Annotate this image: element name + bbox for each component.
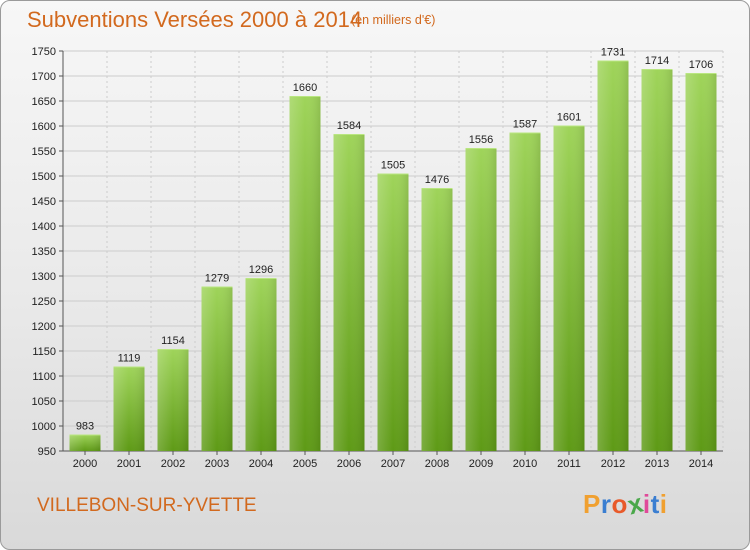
y-tick-label: 1050 xyxy=(32,396,56,408)
y-tick-label: 1100 xyxy=(32,371,56,383)
commune-name: VILLEBON-SUR-YVETTE xyxy=(37,495,257,516)
data-label-2004: 1296 xyxy=(249,264,273,276)
x-tick-label-2003: 2003 xyxy=(205,458,229,470)
y-tick-label: 1150 xyxy=(32,346,56,358)
y-tick-label: 1550 xyxy=(32,146,56,158)
bar-shade xyxy=(157,349,189,451)
logo-letter: o xyxy=(611,489,628,519)
x-tick-label-2005: 2005 xyxy=(293,458,317,470)
y-tick-label: 950 xyxy=(38,446,56,458)
data-label-2014: 1706 xyxy=(689,59,713,71)
y-tick-label: 1400 xyxy=(32,221,56,233)
data-label-2012: 1731 xyxy=(601,47,625,59)
x-tick-label-2006: 2006 xyxy=(337,458,361,470)
data-label-2013: 1714 xyxy=(645,55,669,67)
data-label-2007: 1505 xyxy=(381,160,405,172)
bars xyxy=(69,60,717,451)
x-tick-label-2001: 2001 xyxy=(117,458,141,470)
chart-subtitle: (en milliers d'€) xyxy=(351,13,436,27)
x-tick-label-2008: 2008 xyxy=(425,458,449,470)
logo-letter: i xyxy=(659,489,668,519)
data-label-2008: 1476 xyxy=(425,174,449,186)
data-label-2000: 983 xyxy=(76,421,94,433)
y-tick-label: 1600 xyxy=(32,121,56,133)
y-tick-label: 1750 xyxy=(32,46,56,58)
data-label-2010: 1587 xyxy=(513,119,537,131)
x-tick-label-2013: 2013 xyxy=(645,458,669,470)
logo-letter: i xyxy=(642,489,651,519)
y-tick-label: 1450 xyxy=(32,196,56,208)
y-tick-label: 1500 xyxy=(32,171,56,183)
y-tick-label: 1000 xyxy=(32,421,56,433)
bar-shade xyxy=(201,286,233,451)
logo-letter: t xyxy=(650,489,660,519)
y-tick-label: 1250 xyxy=(32,296,56,308)
data-label-2011: 1601 xyxy=(557,112,581,124)
y-tick-label: 1700 xyxy=(32,71,56,83)
bar-shade xyxy=(69,434,101,451)
data-labels: 983 1119 1154 1279 1296 1660 1584 1505 1476 1556 1… xyxy=(76,47,713,433)
data-label-2002: 1154 xyxy=(161,335,185,347)
logo-letter: P xyxy=(583,489,601,519)
x-tick-label-2012: 2012 xyxy=(601,458,625,470)
bar-shade xyxy=(245,278,277,451)
data-label-2006: 1584 xyxy=(337,120,361,132)
logo-letter: r xyxy=(600,489,612,519)
data-label-2003: 1279 xyxy=(205,273,229,285)
x-tick-label-2011: 2011 xyxy=(557,458,581,470)
data-label-2001: 1119 xyxy=(118,353,141,365)
bar-shade xyxy=(685,73,717,451)
y-tick-label: 1650 xyxy=(32,96,56,108)
x-tick-label-2014: 2014 xyxy=(689,458,713,470)
bar-shade xyxy=(421,188,453,451)
bar-shade xyxy=(597,60,629,451)
tick-labels: 950 1000 1050 1100 1150 1200 1250 1300 1350 1400 1… xyxy=(32,46,714,470)
data-label-2009: 1556 xyxy=(469,134,493,146)
bar-shade xyxy=(641,69,673,451)
chart-title: Subventions Versées 2000 à 2014 xyxy=(27,7,363,32)
bar-shade xyxy=(553,125,585,451)
x-tick-label-2004: 2004 xyxy=(249,458,273,470)
y-tick-label: 1350 xyxy=(32,246,56,258)
y-tick-label: 1300 xyxy=(32,271,56,283)
bar-shade xyxy=(289,96,321,451)
bar-shade xyxy=(113,366,145,451)
bar-shade xyxy=(333,134,365,451)
proxiti-logo: Proxiti xyxy=(583,488,668,521)
x-tick-label-2007: 2007 xyxy=(381,458,405,470)
bar-shade xyxy=(509,132,541,451)
x-tick-label-2010: 2010 xyxy=(513,458,537,470)
x-tick-label-2002: 2002 xyxy=(161,458,185,470)
data-label-2005: 1660 xyxy=(293,82,317,94)
y-tick-label: 1200 xyxy=(32,321,56,333)
x-tick-label-2000: 2000 xyxy=(73,458,97,470)
bar-shade xyxy=(377,173,409,451)
x-tick-label-2009: 2009 xyxy=(469,458,493,470)
bar-shade xyxy=(465,148,497,451)
